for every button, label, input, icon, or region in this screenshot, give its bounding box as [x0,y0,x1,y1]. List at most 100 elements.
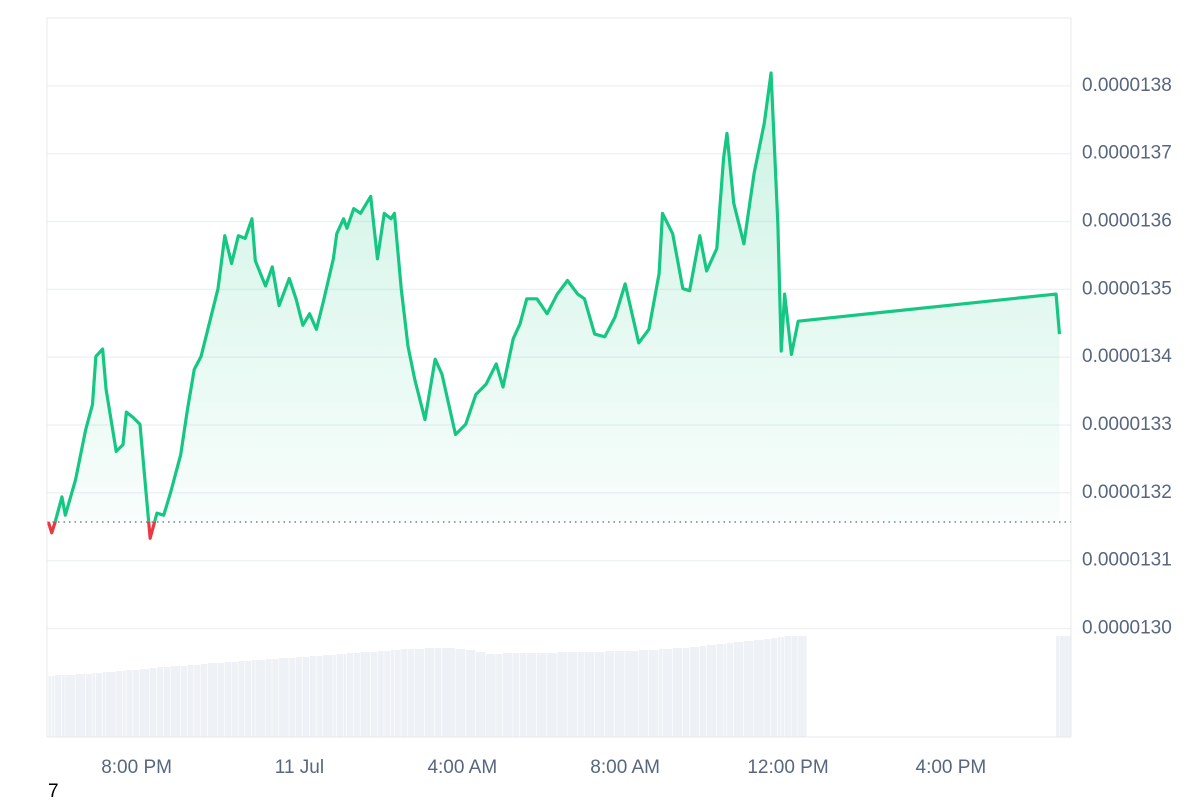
volume-bar [408,649,415,737]
volume-bar [384,651,391,737]
volume-bar [289,658,296,737]
volume-bar [648,650,659,737]
x-tick-label: 4:00 AM [427,757,497,778]
volume-bar [370,652,377,737]
volume-bar [394,650,401,737]
volume-bar [716,644,723,737]
volume-bar [61,675,65,737]
volume-bar [92,673,96,737]
volume-bar [764,639,771,737]
y-tick-label: 0.0000137 [1082,143,1172,164]
volume-bar [170,666,181,737]
volume-bar [584,652,595,737]
volume-bar [699,646,706,737]
volume-bar [475,652,486,737]
volume-bar [455,649,466,737]
y-tick-label: 0.0000136 [1082,211,1172,232]
volume-bar [781,637,785,737]
volume-bar [503,653,513,737]
volume-bar [614,651,625,737]
volume-bar [48,676,52,737]
volume-bar [126,670,133,737]
volume-bar [743,641,754,737]
price-line-up [48,71,1062,522]
volume-bar [51,676,55,737]
volume-bar [180,666,187,737]
volume-bar [625,651,639,737]
volume-bar [123,671,126,737]
volume-bar [496,654,503,737]
volume-bar [414,649,425,737]
volume-bar [424,648,435,737]
volume-bar [791,636,798,737]
volume-bar [754,640,764,737]
volume-bar [133,670,140,737]
volume-bar [139,669,150,737]
volume-bar [726,643,734,737]
volume-bar [187,665,194,737]
volume-bar [391,650,394,737]
volume-bar [1059,636,1071,737]
volume-bar [95,673,103,737]
volume-bar [302,657,310,737]
volume-bar [377,651,384,737]
volume-bar [245,661,252,737]
volume-bar [116,671,123,737]
volume-bar [526,653,537,737]
volume-bar [486,654,496,737]
volume-bar [723,644,727,737]
y-tick-label: 0.0000132 [1082,482,1172,503]
volume-bar [265,659,272,737]
volume-bar [296,657,303,737]
volume-bar [85,674,92,737]
volume-bar [336,654,343,737]
volume-bar [279,658,289,737]
volume-bar [1056,636,1059,737]
volume-bar [706,645,717,737]
volume-bar [194,665,201,737]
volume-bar [218,663,225,737]
volume-bar [106,672,116,737]
volume-bar [659,649,662,737]
volume-bar [346,653,354,737]
x-tick-label: 8:00 PM [101,757,172,778]
volume-bar [55,675,62,737]
volume-bar [309,656,316,737]
x-tick-label: 11 Jul [275,757,324,778]
volume-bar [662,649,673,737]
volume-bar [682,648,690,737]
y-tick-label: 0.0000131 [1082,550,1172,571]
volume-bar [557,652,567,737]
volume-bar [150,668,157,737]
volume-bar [536,653,547,737]
volume-bar [435,648,442,737]
volume-bar [577,652,584,737]
volume-bar [689,647,700,737]
x-tick-label: 8:00 AM [590,757,660,778]
volume-bar [102,672,106,737]
volume-bar [519,653,527,737]
volume-bar [784,636,791,737]
volume-bar [238,661,245,737]
volume-bar [441,648,455,737]
volume-bar [251,660,255,737]
y-tick-label: 0.0000134 [1082,346,1172,367]
volume-bar [163,667,170,737]
volume-bar [201,664,208,737]
volume-bar [272,659,279,737]
volume-bar [360,652,371,737]
volume-bar [547,653,557,737]
y-tick-label: 0.0000133 [1082,414,1172,435]
volume-bar [594,652,605,737]
volume-bar [323,655,333,737]
volume-bar [156,667,164,737]
volume-bar [401,649,408,737]
volume-bar [65,675,75,737]
volume-bar [777,637,781,737]
volume-bar [231,662,238,737]
volume-bar [771,638,778,737]
volume-bar [733,642,744,737]
y-tick-label: 0.0000130 [1082,617,1172,638]
